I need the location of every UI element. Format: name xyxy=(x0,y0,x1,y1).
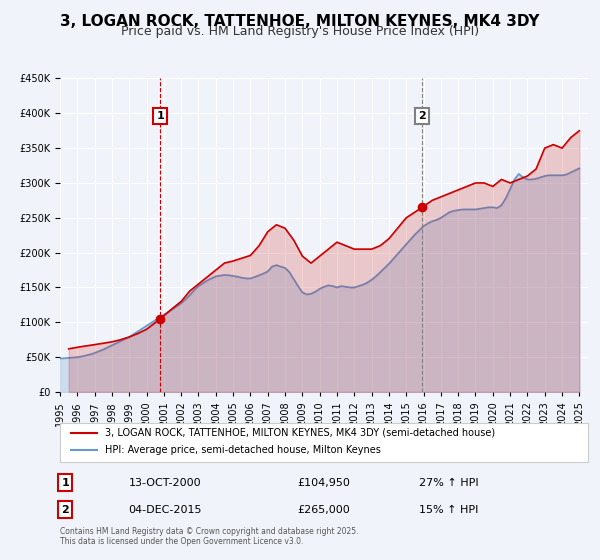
Text: 27% ↑ HPI: 27% ↑ HPI xyxy=(419,478,479,488)
Text: HPI: Average price, semi-detached house, Milton Keynes: HPI: Average price, semi-detached house,… xyxy=(105,445,381,455)
Text: 1: 1 xyxy=(61,478,69,488)
Text: £265,000: £265,000 xyxy=(298,505,350,515)
Text: 04-DEC-2015: 04-DEC-2015 xyxy=(128,505,202,515)
Text: 3, LOGAN ROCK, TATTENHOE, MILTON KEYNES, MK4 3DY (semi-detached house): 3, LOGAN ROCK, TATTENHOE, MILTON KEYNES,… xyxy=(105,428,495,437)
Text: 1: 1 xyxy=(157,111,164,121)
Text: Price paid vs. HM Land Registry's House Price Index (HPI): Price paid vs. HM Land Registry's House … xyxy=(121,25,479,38)
Text: 2: 2 xyxy=(61,505,69,515)
Text: £104,950: £104,950 xyxy=(298,478,350,488)
Text: 2: 2 xyxy=(418,111,426,121)
Text: 15% ↑ HPI: 15% ↑ HPI xyxy=(419,505,478,515)
Text: 3, LOGAN ROCK, TATTENHOE, MILTON KEYNES, MK4 3DY: 3, LOGAN ROCK, TATTENHOE, MILTON KEYNES,… xyxy=(60,14,540,29)
Text: 13-OCT-2000: 13-OCT-2000 xyxy=(128,478,201,488)
Text: Contains HM Land Registry data © Crown copyright and database right 2025.
This d: Contains HM Land Registry data © Crown c… xyxy=(60,526,359,546)
